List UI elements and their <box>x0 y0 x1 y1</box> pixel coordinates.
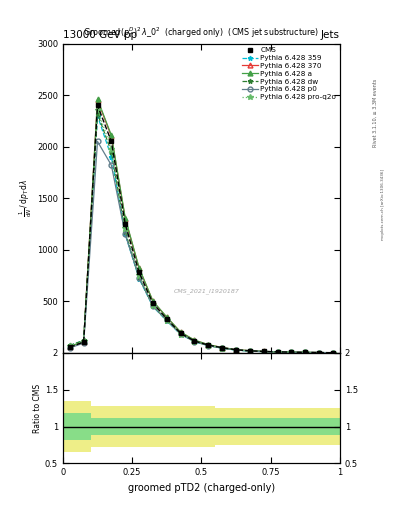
Text: Rivet 3.1.10, ≥ 3.3M events: Rivet 3.1.10, ≥ 3.3M events <box>373 78 378 147</box>
Text: CMS_2021_I1920187: CMS_2021_I1920187 <box>174 288 240 294</box>
Y-axis label: Ratio to CMS: Ratio to CMS <box>33 383 42 433</box>
X-axis label: groomed pTD2 (charged-only): groomed pTD2 (charged-only) <box>128 483 275 493</box>
Text: Groomed$(p_T^D)^2\,\lambda\_0^2$  (charged only)  (CMS jet substructure): Groomed$(p_T^D)^2\,\lambda\_0^2$ (charge… <box>83 26 320 40</box>
Text: 13000 GeV pp: 13000 GeV pp <box>63 30 137 40</box>
Legend: CMS, Pythia 6.428 359, Pythia 6.428 370, Pythia 6.428 a, Pythia 6.428 dw, Pythia: CMS, Pythia 6.428 359, Pythia 6.428 370,… <box>240 46 338 102</box>
Text: Jets: Jets <box>321 30 340 40</box>
Text: mcplots.cern.ch [arXiv:1306.3436]: mcplots.cern.ch [arXiv:1306.3436] <box>381 169 385 240</box>
Y-axis label: $\frac{1}{\mathrm{d}N}\,/\,\mathrm{d}p_T\,\mathrm{d}\lambda$: $\frac{1}{\mathrm{d}N}\,/\,\mathrm{d}p_T… <box>18 179 34 218</box>
